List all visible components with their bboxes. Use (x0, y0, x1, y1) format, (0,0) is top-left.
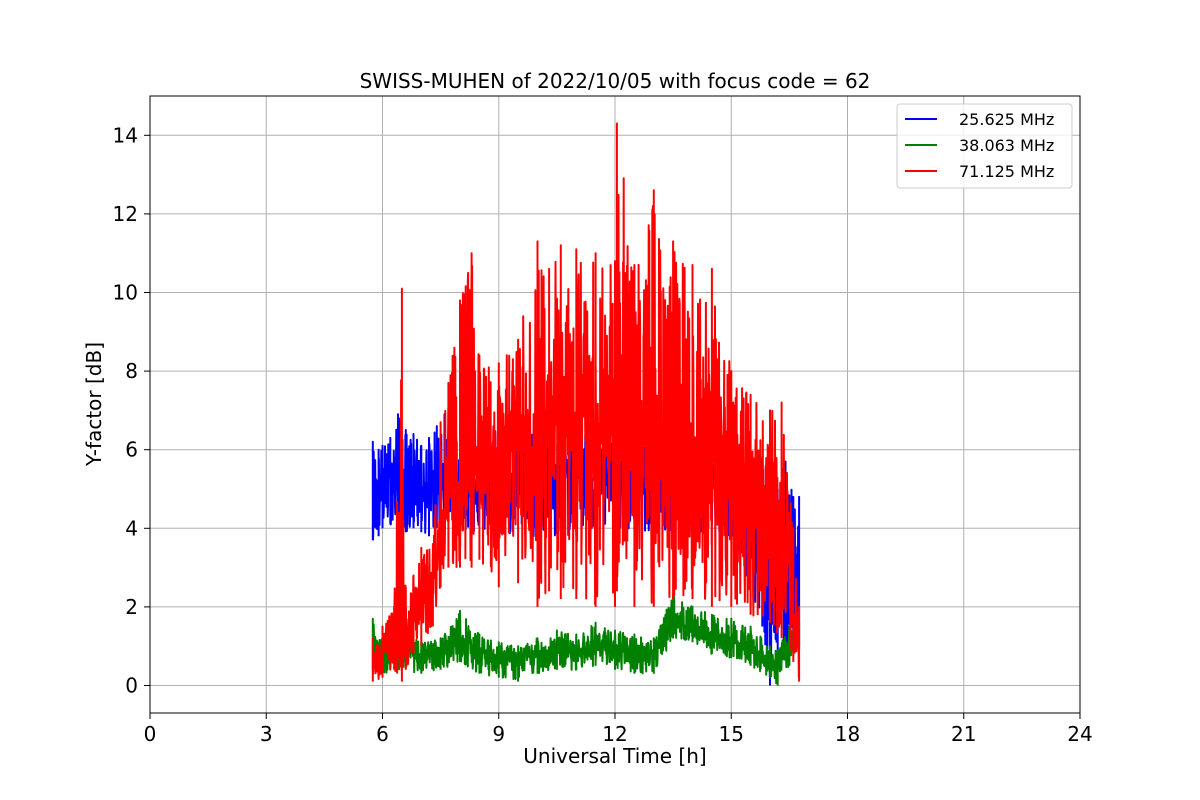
legend-label: 25.625 MHz (959, 110, 1054, 129)
y-tick-label: 10 (113, 280, 138, 304)
x-tick-label: 18 (835, 722, 860, 746)
legend: 25.625 MHz 38.063 MHz 71.125 MHz (896, 103, 1073, 189)
series-layer (371, 122, 801, 686)
series-line-3 (371, 122, 801, 682)
y-tick-label: 4 (125, 516, 138, 540)
y-tick-label: 0 (125, 673, 138, 697)
y-tick-label: 12 (113, 202, 138, 226)
legend-box (896, 103, 1073, 189)
x-tick-label: 12 (602, 722, 627, 746)
x-tick-label: 24 (1067, 722, 1092, 746)
y-axis-label: Y-factor [dB] (82, 342, 106, 467)
legend-label: 38.063 MHz (959, 136, 1054, 155)
x-tick-label: 9 (492, 722, 505, 746)
legend-label: 71.125 MHz (959, 162, 1054, 181)
x-tick-label: 3 (260, 722, 273, 746)
chart-title: SWISS-MUHEN of 2022/10/05 with focus cod… (360, 69, 871, 93)
y-tick-label: 14 (113, 123, 138, 147)
x-tick-label: 15 (719, 722, 744, 746)
x-tick-label: 21 (951, 722, 976, 746)
x-tick-label: 6 (376, 722, 389, 746)
y-tick-label: 2 (125, 595, 138, 619)
x-axis-label: Universal Time [h] (523, 744, 706, 768)
y-tick-label: 8 (125, 359, 138, 383)
y-tick-label: 6 (125, 438, 138, 462)
x-tick-label: 0 (144, 722, 157, 746)
